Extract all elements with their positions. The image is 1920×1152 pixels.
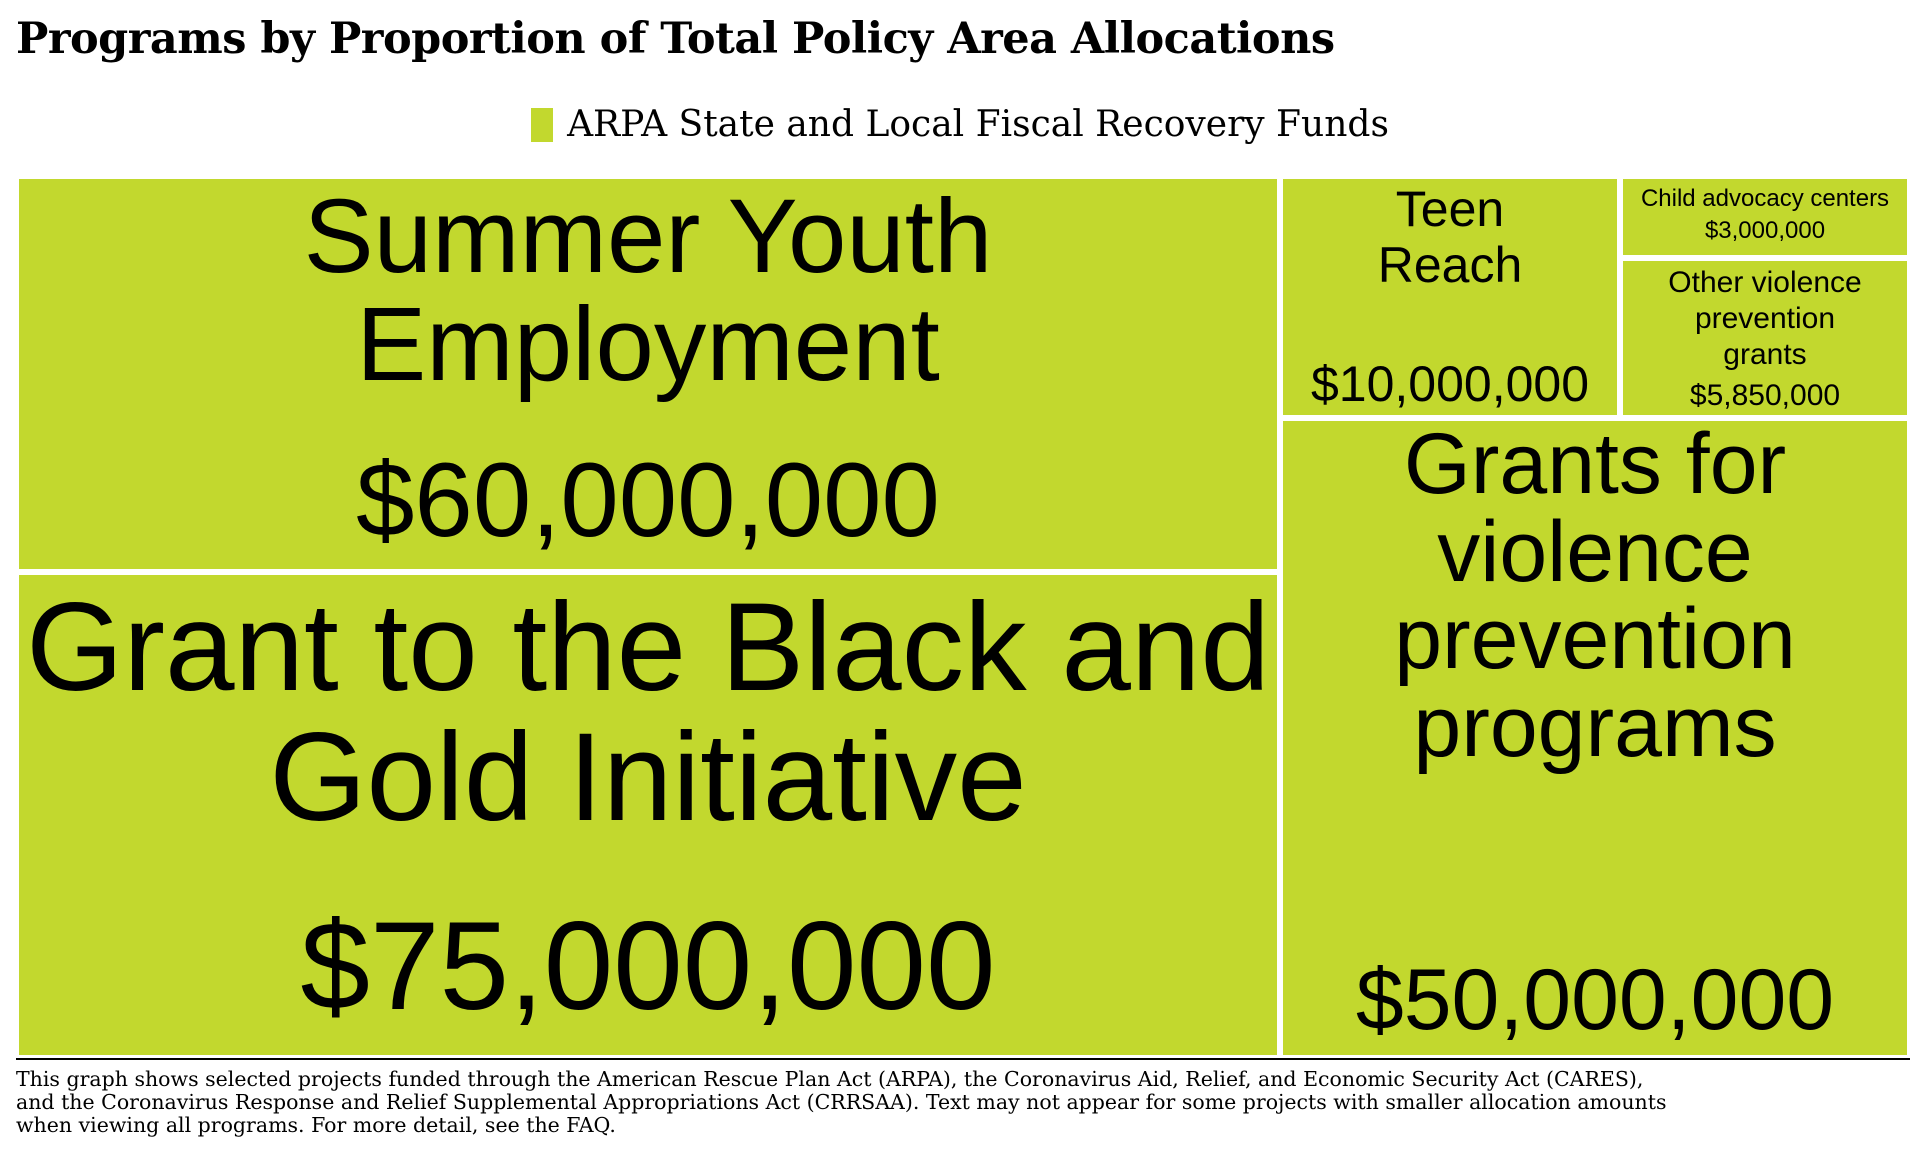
tile-value-child-advocacy-centers: $3,000,000 (1704, 217, 1826, 244)
tile-black-and-gold-initiative[interactable]: Grant to the Black and Gold Initiative $… (16, 572, 1280, 1058)
tile-label-grants-for-violence-prevention: Grants for violence prevention programs (1394, 418, 1796, 776)
tile-value-grants-for-violence-prevention: $50,000,000 (1355, 952, 1835, 1048)
tile-label-summer-youth-employment: Summer Youth Employment (303, 178, 993, 404)
footnote: This graph shows selected projects funde… (16, 1067, 1667, 1137)
tile-label-other-violence-prevention-grants: Other violence prevention grants (1668, 266, 1862, 371)
legend: ARPA State and Local Fiscal Recovery Fun… (0, 104, 1920, 145)
tile-label-black-and-gold-initiative: Grant to the Black and Gold Initiative (26, 578, 1270, 847)
legend-swatch (531, 107, 554, 142)
tile-value-summer-youth-employment: $60,000,000 (356, 442, 940, 559)
legend-label: ARPA State and Local Fiscal Recovery Fun… (567, 104, 1389, 145)
bottom-rule (16, 1058, 1910, 1060)
tile-teen-reach[interactable]: Teen Reach $10,000,000 (1280, 176, 1620, 418)
chart-title: Programs by Proportion of Total Policy A… (16, 14, 1335, 64)
tile-child-advocacy-centers[interactable]: Child advocacy centers $3,000,000 (1620, 176, 1910, 258)
tile-other-violence-prevention-grants[interactable]: Other violence prevention grants $5,850,… (1620, 258, 1910, 418)
tile-summer-youth-employment[interactable]: Summer Youth Employment $60,000,000 (16, 176, 1280, 572)
tile-label-teen-reach: Teen Reach (1377, 181, 1523, 293)
tile-grants-for-violence-prevention[interactable]: Grants for violence prevention programs … (1280, 418, 1910, 1058)
tile-label-child-advocacy-centers: Child advocacy centers (1640, 185, 1890, 212)
tile-value-teen-reach: $10,000,000 (1310, 356, 1590, 412)
tile-value-other-violence-prevention-grants: $5,850,000 (1689, 379, 1841, 412)
tile-value-black-and-gold-initiative: $75,000,000 (300, 897, 996, 1036)
treemap: Summer Youth Employment $60,000,000 Gran… (16, 176, 1910, 1058)
